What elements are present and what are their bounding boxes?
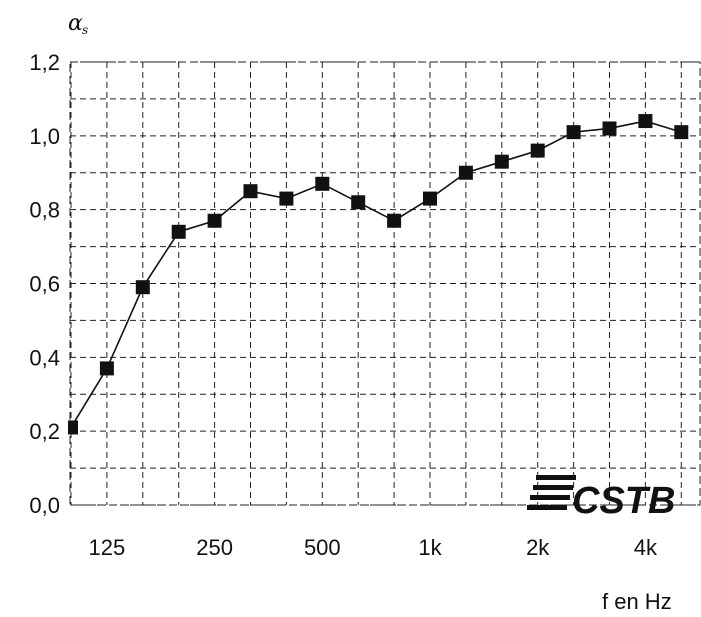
x-tick-labels: 125 250 500 1k 2k 4k xyxy=(89,535,658,560)
data-point-marker xyxy=(387,213,402,228)
logo-bar-2 xyxy=(533,485,573,490)
data-point-marker xyxy=(674,125,689,140)
data-point-marker xyxy=(171,224,186,239)
data-point-marker xyxy=(99,361,114,376)
logo-bar-1 xyxy=(536,475,576,480)
logo-text: CSTB xyxy=(572,480,675,522)
y-tick-label: 0,2 xyxy=(29,419,60,444)
y-tick-label: 0,8 xyxy=(29,198,60,223)
x-tick-label: 125 xyxy=(89,535,126,560)
data-point-marker xyxy=(351,195,366,210)
data-point-marker xyxy=(315,176,330,191)
data-point-marker xyxy=(530,143,545,158)
logo-bar-3 xyxy=(530,495,570,500)
y-tick-label: 0,0 xyxy=(29,493,60,518)
series-line xyxy=(70,120,682,428)
data-point-marker xyxy=(566,125,581,140)
x-axis-label: f en Hz xyxy=(602,589,672,614)
x-tick-label: 500 xyxy=(304,535,341,560)
logo-bar-4 xyxy=(527,505,567,510)
x-tick-label: 4k xyxy=(634,535,658,560)
cstb-logo: CSTB xyxy=(527,475,675,522)
plot-frame xyxy=(69,61,701,506)
y-tick-label: 0,6 xyxy=(29,272,60,297)
data-point-marker xyxy=(207,213,222,228)
x-tick-label: 1k xyxy=(418,535,442,560)
x-tick-label: 2k xyxy=(526,535,550,560)
y-axis-label-subscript: s xyxy=(82,23,88,37)
data-point-marker xyxy=(135,280,150,295)
data-point-marker xyxy=(638,114,653,129)
data-point-marker xyxy=(423,191,437,206)
data-point-marker xyxy=(494,154,509,169)
y-tick-labels: 0,0 0,2 0,4 0,6 0,8 1,0 1,2 xyxy=(29,50,60,518)
y-tick-label: 0,4 xyxy=(29,345,60,370)
data-point-marker xyxy=(602,121,617,136)
data-point-marker xyxy=(243,184,258,199)
y-axis-label: α xyxy=(68,11,83,36)
y-tick-label: 1,0 xyxy=(29,124,60,149)
data-point-marker xyxy=(458,165,473,180)
x-tick-label: 250 xyxy=(196,535,233,560)
data-point-marker xyxy=(68,420,78,435)
y-tick-label: 1,2 xyxy=(29,50,60,75)
data-point-marker xyxy=(279,191,294,206)
series-layer xyxy=(68,114,689,435)
